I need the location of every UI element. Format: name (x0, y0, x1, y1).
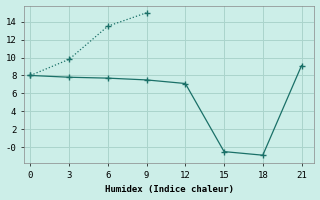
X-axis label: Humidex (Indice chaleur): Humidex (Indice chaleur) (105, 185, 234, 194)
